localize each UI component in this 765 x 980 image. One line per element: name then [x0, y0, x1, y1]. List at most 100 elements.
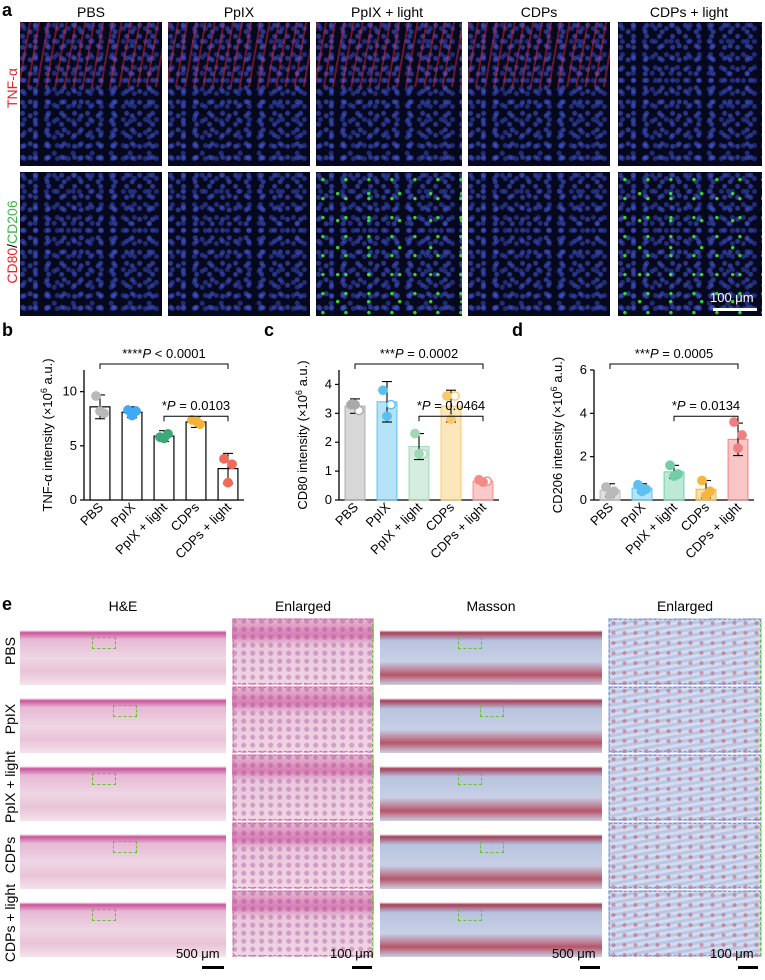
roi-box — [457, 908, 482, 921]
significance-label-0: ****P < 0.0001 — [122, 346, 206, 361]
data-point-3-2 — [701, 490, 711, 501]
y-tick-label: 0 — [580, 492, 587, 507]
data-point-1-2 — [637, 486, 647, 497]
bar-3 — [185, 421, 207, 501]
col-header-cdps: CDPs — [520, 4, 558, 20]
data-point-4-0 — [219, 453, 229, 464]
y-tick-label: 4 — [580, 405, 587, 420]
roi-box — [112, 840, 137, 853]
data-point-1-1 — [386, 399, 396, 410]
cd-image-cdps — [468, 172, 610, 316]
data-point-2-0 — [665, 460, 675, 471]
masson-image-row-3 — [380, 822, 602, 889]
x-tick-label-0: PBS — [332, 499, 361, 528]
significance-label-1: *P = 0.0134 — [672, 398, 740, 413]
y-tick-label: 0 — [70, 492, 77, 507]
scale-bar-e-he — [202, 966, 224, 969]
data-point-3-1 — [450, 391, 460, 401]
data-point-1-2 — [382, 411, 392, 422]
x-tick-label-0: PBS — [587, 499, 616, 528]
cd-image-ppix-light — [316, 172, 462, 316]
cd80-cd206-row-label: CD80/CD206 — [4, 196, 20, 288]
significance-label-0: ***P = 0.0002 — [380, 346, 458, 361]
panel-b-letter: b — [2, 320, 13, 340]
significance-bracket-0 — [99, 363, 229, 369]
panel-d-letter: d — [512, 320, 523, 340]
panel-a-letter: a — [2, 0, 13, 20]
data-point-3-2 — [191, 416, 201, 426]
data-point-2-2 — [669, 471, 679, 482]
tnf-alpha-row-label: TNF-α — [4, 68, 20, 108]
bar-1 — [121, 411, 143, 501]
he-image-row-4 — [20, 890, 226, 957]
bar-0 — [89, 406, 111, 501]
y-tick-label: 5 — [70, 438, 77, 453]
data-point-0-2 — [350, 399, 360, 410]
y-tick-label: 2 — [580, 449, 587, 464]
significance-label-0: ***P = 0.0005 — [635, 346, 713, 361]
cd-image-ppix — [168, 172, 310, 316]
roi-box — [457, 772, 482, 785]
scale-label-e-he-enlarged: 100 μm — [330, 946, 374, 961]
masson-enlarged-image-row-2 — [608, 754, 762, 821]
row-label-4: CDPs + light — [2, 883, 18, 962]
scale-bar-e-he-enlarged — [352, 966, 372, 969]
masson-enlarged-image-row-1 — [608, 686, 762, 753]
header-masson: Masson — [466, 598, 516, 614]
y-axis-label: CD80 intensity (×106 a.u.) — [294, 360, 310, 509]
bar-0 — [344, 405, 366, 501]
he-enlarged-image-row-4 — [232, 890, 374, 957]
significance-bracket-1 — [418, 415, 484, 422]
masson-image-row-0 — [380, 618, 602, 685]
panel-c-letter: c — [264, 320, 275, 340]
masson-enlarged-image-row-0 — [608, 618, 762, 685]
scale-bar-a — [713, 308, 757, 311]
roi-box — [457, 636, 482, 649]
data-point-2-2 — [159, 433, 169, 444]
data-point-0-0 — [601, 482, 611, 492]
he-enlarged-image-row-1 — [232, 686, 374, 753]
data-point-4-0 — [729, 417, 739, 427]
roi-box — [92, 908, 117, 921]
y-axis-label: TNF-α intensity (×106 a.u.) — [39, 358, 55, 511]
roi-box — [479, 840, 504, 853]
header-he-enlarged: Enlarged — [274, 598, 332, 614]
y-tick-label: 0 — [325, 492, 332, 507]
data-point-3-2 — [446, 414, 456, 425]
masson-image-row-4 — [380, 890, 602, 957]
data-point-2-0 — [410, 428, 420, 439]
roi-box — [112, 704, 137, 717]
significance-label-1: *P = 0.0103 — [162, 398, 230, 413]
col-header-ppix: PpIX — [223, 4, 255, 20]
he-enlarged-image-row-0 — [232, 618, 374, 685]
tnf-image-cdps — [468, 22, 610, 166]
header-masson-enlarged: Enlarged — [656, 598, 714, 614]
scale-label-e-masson: 500 μm — [552, 946, 596, 961]
data-point-4-2 — [478, 477, 488, 487]
roi-box — [92, 636, 117, 649]
tnf-image-pbs — [20, 22, 162, 166]
he-image-row-2 — [20, 754, 226, 821]
he-enlarged-image-row-3 — [232, 822, 374, 889]
tnf-image-ppix-light — [316, 22, 462, 166]
he-image-row-3 — [20, 822, 226, 889]
scale-label-e-masson-enlarged: 100 μm — [710, 946, 754, 961]
scale-bar-e-masson — [580, 966, 600, 969]
scale-label-a: 100 μm — [710, 290, 754, 305]
data-point-4-1 — [227, 459, 237, 470]
y-tick-label: 6 — [580, 362, 587, 377]
panel-e-letter: e — [2, 594, 13, 614]
data-point-0-2 — [605, 490, 615, 501]
label-sep: / — [4, 243, 20, 248]
significance-bracket-1 — [673, 415, 739, 422]
data-point-0-2 — [95, 406, 105, 417]
significance-label-1: *P = 0.0464 — [417, 398, 485, 413]
scale-bar-e-masson-enlarged — [738, 966, 758, 969]
significance-bracket-0 — [354, 363, 484, 369]
he-image-row-0 — [20, 618, 226, 685]
tnf-image-cdps-light — [618, 22, 762, 166]
tnf-image-ppix — [168, 22, 310, 166]
